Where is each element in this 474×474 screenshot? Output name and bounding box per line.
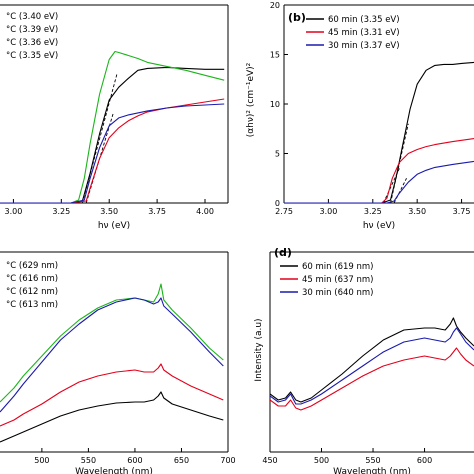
series-line-4 — [0, 103, 225, 203]
panel-label: (b) — [288, 11, 306, 24]
x-tick-label: 3.00 — [5, 207, 23, 216]
x-axis-title: Wavelength (nm) — [75, 467, 153, 474]
x-tick-label: 2.75 — [275, 207, 293, 216]
plot-area — [0, 283, 224, 443]
x-tick-label: 3.25 — [52, 207, 70, 216]
legend-entry: 60 min (3.35 eV) — [328, 15, 400, 25]
x-tick-label: 450 — [262, 456, 277, 465]
series-line-3 — [0, 50, 225, 203]
x-tick-label: 500 — [314, 456, 329, 465]
legend-entry: 45 min (3.31 eV) — [328, 28, 400, 38]
x-tick-label: 650 — [174, 456, 189, 465]
y-tick-label: 10 — [270, 100, 280, 109]
panel-c: 500 550 600 650 700 Wavelength (nm) °C (629 nm… — [0, 251, 236, 474]
x-tick-label: 4.00 — [196, 207, 214, 216]
x-axis-title: hν (eV) — [98, 221, 130, 231]
legend-entry: 30 min (640 nm) — [302, 288, 373, 298]
series-line-2 — [284, 138, 474, 203]
legend-entry: 30 min (3.37 eV) — [328, 41, 400, 51]
x-tick-label: 3.00 — [319, 207, 337, 216]
x-tick-label: 600 — [127, 456, 142, 465]
legend-entry: °C (613 nm) — [6, 300, 58, 310]
legend-entry: °C (616 nm) — [6, 274, 58, 284]
legend-entry: °C (629 nm) — [6, 261, 58, 271]
x-tick-label: 700 — [220, 456, 235, 465]
series-line-3 — [270, 327, 474, 405]
y-tick-label: 20 — [270, 1, 280, 10]
x-tick-label: 3.75 — [453, 207, 471, 216]
series-line-1 — [270, 317, 474, 403]
legend-entry: °C (3.35 eV) — [6, 51, 58, 61]
series-line-2 — [0, 98, 225, 203]
series-line-2 — [0, 363, 224, 427]
x-tick-label: 3.25 — [364, 207, 382, 216]
series-line-1 — [0, 391, 224, 443]
plot-area — [0, 50, 225, 203]
x-tick-label: 3.50 — [100, 207, 118, 216]
y-tick-label: 5 — [275, 150, 280, 159]
series-line-2 — [270, 347, 474, 411]
tangent-fit-line — [393, 178, 407, 203]
x-tick-label: 600 — [417, 456, 432, 465]
x-tick-label: 500 — [34, 456, 49, 465]
y-axis-title: (αhν)² (cm⁻¹eV)² — [246, 62, 256, 137]
x-axis-title: hν (eV) — [363, 221, 395, 231]
series-line-1 — [284, 61, 474, 203]
panel-label: (d) — [274, 246, 292, 259]
y-axis-title: Intensity (a.u) — [254, 318, 264, 381]
legend-entry: 60 min (619 nm) — [302, 262, 373, 272]
panel-d: 450 500 550 600 Wavelength (nm) Intensity (a.… — [254, 246, 474, 474]
y-tick-label: 0 — [275, 199, 280, 208]
y-tick-label: 15 — [270, 51, 280, 60]
x-tick-label: 550 — [81, 456, 96, 465]
plot-area — [270, 317, 474, 411]
series-line-4 — [0, 297, 224, 413]
legend-entry: °C (3.39 eV) — [6, 25, 58, 35]
legend-entry: °C (3.36 eV) — [6, 38, 58, 48]
legend-entry: 45 min (637 nm) — [302, 275, 373, 285]
plot-area — [284, 61, 474, 203]
series-line-3 — [284, 160, 474, 203]
x-tick-label: 550 — [365, 456, 380, 465]
x-tick-label: 3.75 — [148, 207, 166, 216]
panel-b: 2.75 3.00 3.25 3.50 3.75 0 5 10 15 20 hν (eV) (αhν)… — [246, 1, 474, 231]
legend-entry: °C (612 nm) — [6, 287, 58, 297]
x-tick-label: 3.50 — [408, 207, 426, 216]
panel-a: 3.00 3.25 3.50 3.75 4.00 hν (eV) °C (3.40 eV) °… — [0, 4, 229, 231]
x-axis-title: Wavelength (nm) — [333, 467, 411, 474]
legend-entry: °C (3.40 eV) — [6, 12, 58, 22]
series-line-1 — [0, 66, 225, 203]
